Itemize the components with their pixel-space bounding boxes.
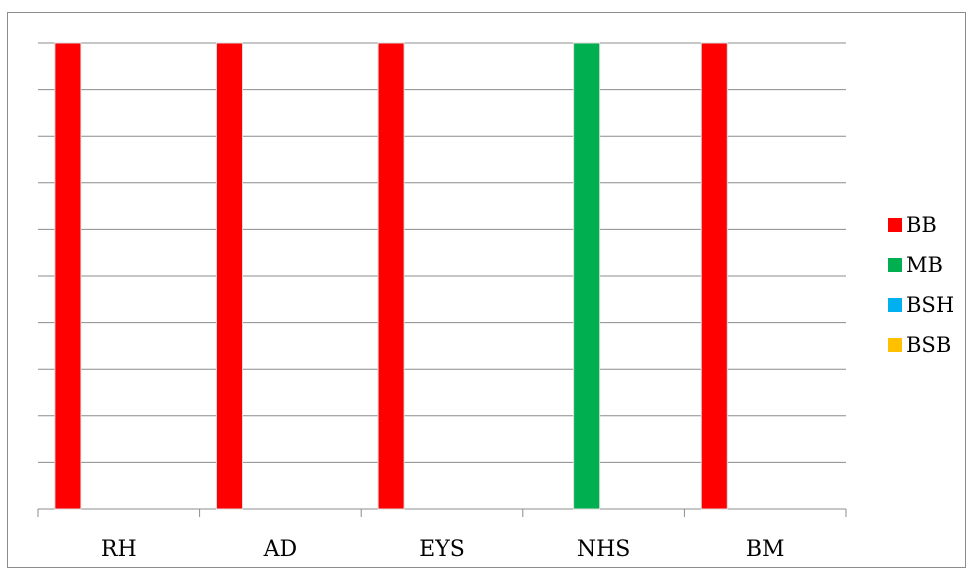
x-tick-label: RH [101, 537, 137, 562]
bar-mb-nhs [573, 42, 601, 510]
x-tick-label: EYS [419, 537, 465, 562]
bar-bb-rh [54, 42, 82, 510]
x-tick-labels: RH AD EYS NHS BM [101, 537, 785, 562]
legend-swatch [888, 218, 902, 232]
legend-label: BSB [906, 333, 952, 357]
x-tick-label: NHS [577, 537, 631, 562]
legend-label: BSH [906, 293, 955, 317]
x-tick-label: BM [746, 537, 785, 562]
legend: BB MB BSH BSB [888, 205, 954, 365]
chart-frame [7, 12, 966, 568]
legend-swatch [888, 298, 902, 312]
legend-item-bsb: BSB [888, 325, 954, 365]
bars [54, 42, 728, 510]
x-tick-label: AD [263, 537, 298, 562]
bar-bb-ad [215, 42, 243, 510]
x-axis [37, 508, 847, 517]
legend-label: BB [906, 213, 937, 237]
legend-swatch [888, 258, 902, 272]
legend-label: MB [906, 253, 943, 277]
bar-bb-eys [377, 42, 405, 510]
bar-bb-bm [700, 42, 728, 510]
legend-item-bsh: BSH [888, 285, 954, 325]
legend-item-mb: MB [888, 245, 954, 285]
legend-item-bb: BB [888, 205, 954, 245]
legend-swatch [888, 338, 902, 352]
